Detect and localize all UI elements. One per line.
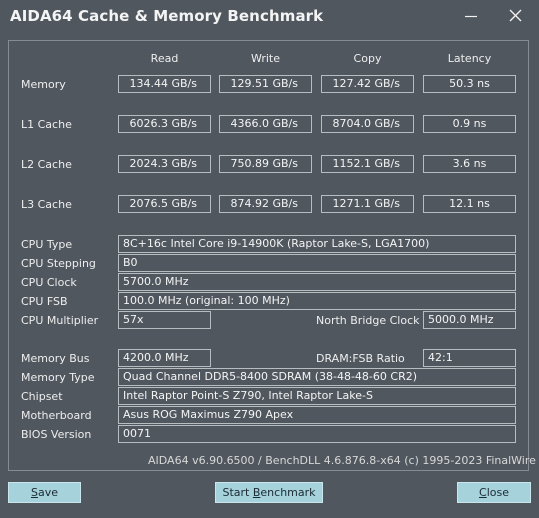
cpu-clock-label: CPU Clock: [21, 276, 77, 289]
minimize-button[interactable]: [459, 6, 483, 26]
cpu-stepping-label: CPU Stepping: [21, 257, 96, 270]
memory-copy-value: 127.42 GB/s: [321, 75, 414, 93]
minimize-icon: [465, 15, 477, 18]
window-title: AIDA64 Cache & Memory Benchmark: [10, 7, 324, 25]
header-write: Write: [250, 52, 281, 65]
cpu-type-value: 8C+16c Intel Core i9-14900K (Raptor Lake…: [118, 235, 516, 253]
cpu-multiplier-label: CPU Multiplier: [21, 314, 99, 327]
close-label-post: lose: [486, 486, 509, 499]
save-label-accel: S: [30, 486, 38, 499]
start-benchmark-button[interactable]: Start Benchmark: [215, 482, 323, 503]
north-bridge-clock-value: 5000.0 MHz: [423, 311, 516, 329]
cpu-clock-value: 5700.0 MHz: [118, 273, 516, 291]
chipset-label: Chipset: [21, 390, 63, 403]
l1-read-value: 6026.3 GB/s: [118, 115, 211, 133]
header-read: Read: [150, 52, 179, 65]
dram-fsb-ratio-label: DRAM:FSB Ratio: [316, 352, 405, 365]
bios-version-label: BIOS Version: [21, 428, 92, 441]
north-bridge-clock-label: North Bridge Clock: [316, 314, 420, 327]
title-bar: AIDA64 Cache & Memory Benchmark: [0, 0, 539, 36]
memory-type-label: Memory Type: [21, 371, 95, 384]
l2-read-value: 2024.3 GB/s: [118, 155, 211, 173]
l2-latency-value: 3.6 ns: [423, 155, 516, 173]
start-label-accel: B: [252, 486, 261, 499]
close-label-accel: C: [479, 486, 487, 499]
memory-bus-value: 4200.0 MHz: [118, 349, 211, 367]
close-icon: [509, 9, 522, 22]
l1-latency-value: 0.9 ns: [423, 115, 516, 133]
cpu-type-label: CPU Type: [21, 238, 73, 251]
bios-version-value: 0071: [118, 425, 516, 443]
save-label-post: ave: [37, 486, 58, 499]
motherboard-label: Motherboard: [21, 409, 92, 422]
start-label-pre: Start: [222, 486, 253, 499]
version-copyright: AIDA64 v6.90.6500 / BenchDLL 4.6.876.8-x…: [148, 454, 539, 467]
dram-fsb-ratio-value: 42:1: [423, 349, 516, 367]
memory-write-value: 129.51 GB/s: [219, 75, 312, 93]
start-label-post: enchmark: [260, 486, 316, 499]
header-copy: Copy: [353, 52, 382, 65]
memory-read-value: 134.44 GB/s: [118, 75, 211, 93]
memory-type-value: Quad Channel DDR5-8400 SDRAM (38-48-48-6…: [118, 368, 516, 386]
l3-copy-value: 1271.1 GB/s: [321, 195, 414, 213]
cpu-fsb-value: 100.0 MHz (original: 100 MHz): [118, 292, 516, 310]
l2-copy-value: 1152.1 GB/s: [321, 155, 414, 173]
row-label: Memory: [21, 78, 66, 91]
cpu-fsb-label: CPU FSB: [21, 295, 68, 308]
l1-write-value: 4366.0 GB/s: [219, 115, 312, 133]
memory-bus-label: Memory Bus: [21, 352, 90, 365]
l2-write-value: 750.89 GB/s: [219, 155, 312, 173]
l3-read-value: 2076.5 GB/s: [118, 195, 211, 213]
chipset-value: Intel Raptor Point-S Z790, Intel Raptor …: [118, 387, 516, 405]
cpu-stepping-value: B0: [118, 254, 516, 272]
motherboard-value: Asus ROG Maximus Z790 Apex: [118, 406, 516, 424]
memory-latency-value: 50.3 ns: [423, 75, 516, 93]
l3-latency-value: 12.1 ns: [423, 195, 516, 213]
cpu-multiplier-value: 57x: [118, 311, 211, 329]
header-latency: Latency: [447, 52, 492, 65]
l3-write-value: 874.92 GB/s: [219, 195, 312, 213]
row-label: L2 Cache: [21, 158, 72, 171]
row-label: L3 Cache: [21, 198, 72, 211]
row-label: L1 Cache: [21, 118, 72, 131]
close-button[interactable]: Close: [457, 482, 531, 503]
save-button[interactable]: Save: [8, 482, 81, 503]
benchmark-panel: [8, 40, 529, 471]
l1-copy-value: 8704.0 GB/s: [321, 115, 414, 133]
close-window-button[interactable]: [504, 6, 528, 26]
